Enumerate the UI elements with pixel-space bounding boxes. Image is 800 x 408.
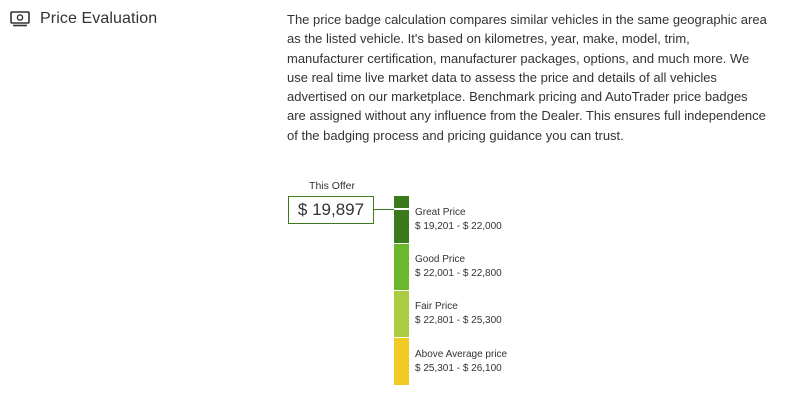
price-badge-description: The price badge calculation compares sim… [287,12,767,143]
above-average-price-segment [394,338,409,385]
fair-price-band: Fair Price $ 22,801 - $ 25,300 [415,300,502,328]
good-price-segment [394,244,409,290]
band-range: $ 19,201 - $ 22,000 [415,221,502,232]
band-name: Fair Price [415,301,458,312]
fair-price-segment [394,291,409,337]
good-price-band: Good Price $ 22,001 - $ 22,800 [415,253,502,281]
band-name: Good Price [415,254,466,265]
great-price-segment [394,196,409,243]
band-name: Above Average price [415,349,508,360]
offer-marker [394,208,409,210]
money-icon [10,11,30,27]
price-scale-bar [394,196,409,385]
section-title: Price Evaluation [40,10,158,27]
section-header: Price Evaluation [10,10,157,28]
this-offer-label: This Offer [309,180,355,192]
this-offer-price: $ 19,897 [288,196,374,224]
band-range: $ 22,801 - $ 25,300 [415,315,502,326]
band-range: $ 25,301 - $ 26,100 [415,363,502,374]
offer-connector-line [374,208,394,210]
above-average-price-band: Above Average price $ 25,301 - $ 26,100 [415,348,507,376]
band-range: $ 22,001 - $ 22,800 [415,268,502,279]
great-price-band: Great Price $ 19,201 - $ 22,000 [415,206,502,234]
band-name: Great Price [415,207,466,218]
